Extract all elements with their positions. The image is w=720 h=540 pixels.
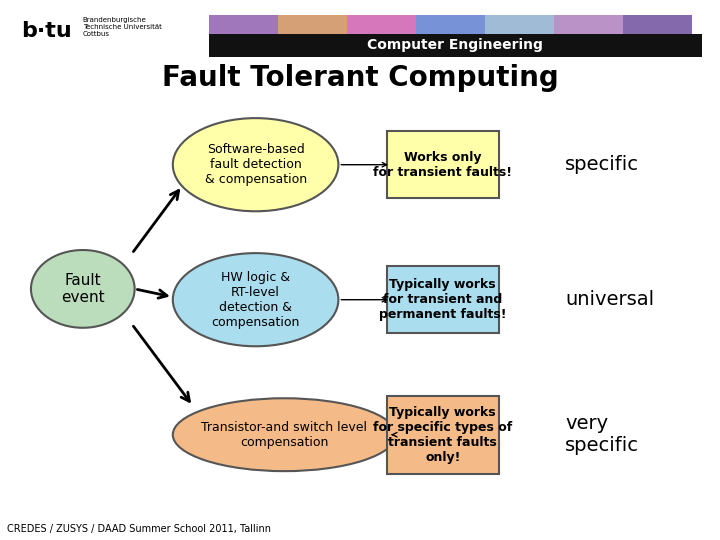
FancyBboxPatch shape	[387, 266, 498, 333]
Text: Typically works
for specific types of
transient faults
only!: Typically works for specific types of tr…	[373, 406, 513, 464]
FancyArrowPatch shape	[133, 191, 179, 252]
Text: Software-based
fault detection
& compensation: Software-based fault detection & compens…	[204, 143, 307, 186]
Text: b·tu: b·tu	[22, 22, 72, 42]
Text: CREDES / ZUSYS / DAAD Summer School 2011, Tallinn: CREDES / ZUSYS / DAAD Summer School 2011…	[7, 523, 271, 534]
Text: Typically works
for transient and
permanent faults!: Typically works for transient and perman…	[379, 278, 507, 321]
FancyBboxPatch shape	[387, 131, 498, 199]
FancyBboxPatch shape	[416, 15, 485, 33]
FancyArrowPatch shape	[133, 326, 189, 401]
FancyBboxPatch shape	[209, 15, 278, 33]
Text: HW logic &
RT-level
detection &
compensation: HW logic & RT-level detection & compensa…	[212, 271, 300, 329]
Text: Transistor-and switch level
compensation: Transistor-and switch level compensation	[202, 421, 367, 449]
FancyBboxPatch shape	[387, 395, 498, 474]
FancyBboxPatch shape	[623, 15, 692, 33]
FancyArrowPatch shape	[392, 433, 397, 437]
Ellipse shape	[173, 118, 338, 211]
Text: Brandenburgische
Technische Universität
Cottbus: Brandenburgische Technische Universität …	[83, 17, 162, 37]
Text: Fault
event: Fault event	[61, 273, 104, 305]
FancyBboxPatch shape	[554, 15, 623, 33]
Text: Fault Tolerant Computing: Fault Tolerant Computing	[161, 64, 559, 92]
FancyBboxPatch shape	[209, 33, 702, 57]
Text: specific: specific	[565, 155, 639, 174]
Text: Works only
for transient faults!: Works only for transient faults!	[373, 151, 513, 179]
Text: universal: universal	[565, 290, 654, 309]
FancyArrowPatch shape	[341, 298, 387, 302]
FancyBboxPatch shape	[347, 15, 416, 33]
FancyArrowPatch shape	[341, 163, 387, 167]
FancyBboxPatch shape	[485, 15, 554, 33]
Text: Computer Engineering: Computer Engineering	[367, 38, 544, 52]
Ellipse shape	[31, 250, 135, 328]
Text: very
specific: very specific	[565, 414, 639, 455]
Ellipse shape	[173, 399, 396, 471]
Ellipse shape	[173, 253, 338, 346]
FancyBboxPatch shape	[278, 15, 347, 33]
FancyArrowPatch shape	[138, 289, 167, 298]
